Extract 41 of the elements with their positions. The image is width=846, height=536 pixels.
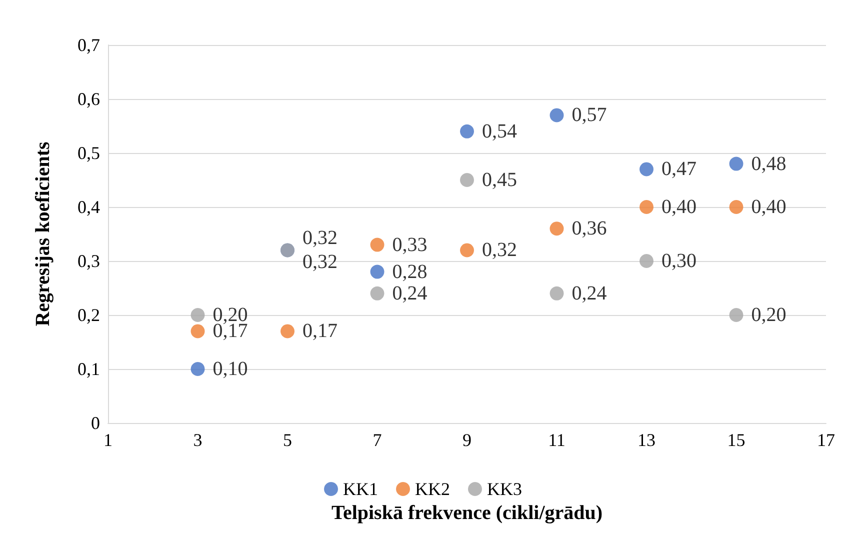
x-tick-label: 11 bbox=[548, 430, 566, 450]
y-tick-label: 0,4 bbox=[78, 197, 100, 217]
data-label: 0,57 bbox=[572, 104, 607, 126]
x-tick-label: 5 bbox=[283, 430, 292, 450]
data-label: 0,30 bbox=[662, 250, 696, 272]
y-axis-title: Regresijas koeficients bbox=[32, 141, 54, 326]
y-tick-label: 0,1 bbox=[78, 359, 100, 379]
legend-label: KK1 bbox=[343, 479, 378, 499]
x-tick-label: 1 bbox=[104, 430, 112, 450]
data-label: 0,33 bbox=[392, 234, 428, 256]
data-label: 0,48 bbox=[751, 152, 786, 175]
data-label: 0,47 bbox=[662, 158, 696, 180]
x-tick-label: 13 bbox=[638, 430, 656, 450]
x-tick-label: 17 bbox=[817, 430, 835, 450]
y-tick-label: 0 bbox=[91, 413, 100, 433]
x-tick-label: 9 bbox=[462, 430, 472, 450]
y-tick-label: 0,5 bbox=[78, 143, 100, 163]
data-label: 0,40 bbox=[751, 196, 786, 218]
data-label: 0,36 bbox=[572, 218, 607, 240]
data-label: 0,17 bbox=[302, 320, 338, 342]
data-label: 0,32 bbox=[302, 251, 338, 274]
y-tick-label: 0,2 bbox=[78, 305, 100, 325]
data-label: 0,24 bbox=[392, 282, 428, 304]
data-label: 0,24 bbox=[572, 282, 607, 304]
data-label: 0,10 bbox=[212, 358, 248, 380]
data-label: 0,32 bbox=[302, 227, 338, 250]
legend-label: KK2 bbox=[415, 479, 450, 499]
y-tick-label: 0,3 bbox=[78, 251, 100, 271]
data-label: 0,32 bbox=[482, 239, 517, 262]
legend-label: KK3 bbox=[487, 479, 522, 499]
x-tick-label: 15 bbox=[727, 430, 746, 450]
y-tick-label: 0,7 bbox=[78, 35, 100, 55]
data-label: 0,20 bbox=[751, 304, 786, 326]
x-tick-label: 7 bbox=[372, 430, 382, 450]
data-label: 0,45 bbox=[482, 169, 517, 191]
y-tick-label: 0,6 bbox=[78, 89, 100, 109]
data-label: 0,40 bbox=[662, 196, 696, 218]
data-label: 0,28 bbox=[392, 260, 428, 283]
x-tick-label: 3 bbox=[193, 430, 202, 450]
data-label: 0,54 bbox=[482, 120, 517, 142]
x-axis-title: Telpiskā frekvence (cikli/grādu) bbox=[331, 502, 603, 524]
